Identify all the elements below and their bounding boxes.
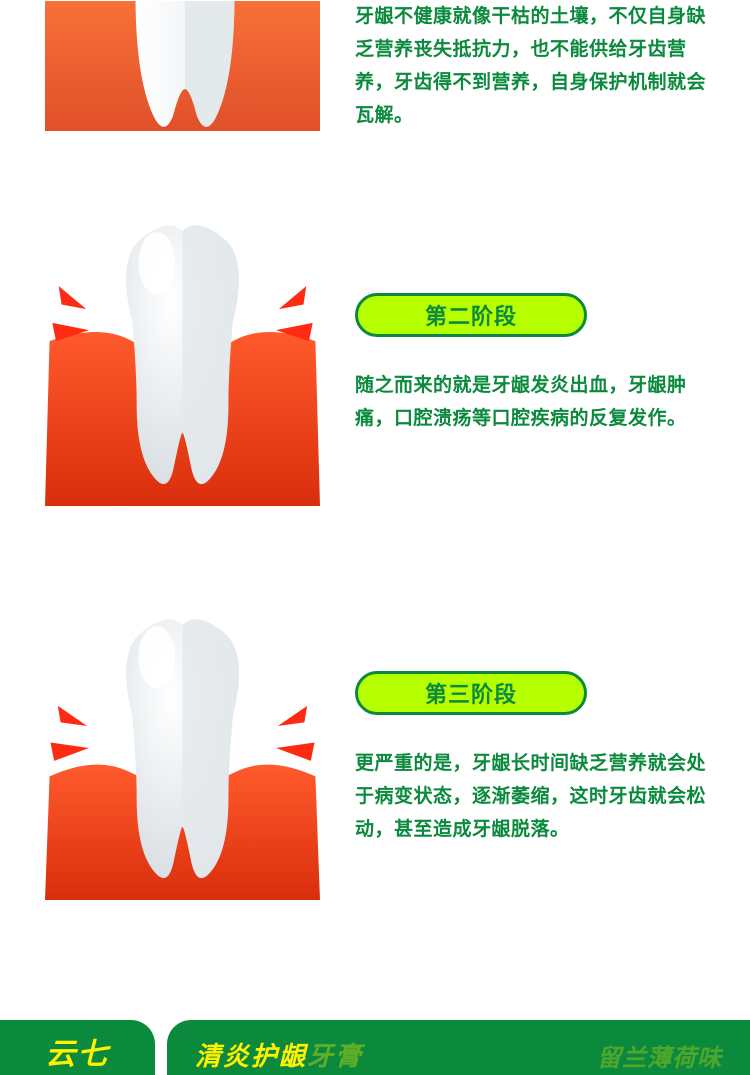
- stage-1-desc: 牙龈不健康就像干枯的土壤，不仅自身缺乏营养丧失抵抗力，也不能供给牙齿营养，牙齿得…: [355, 0, 710, 132]
- tooth-gum-1-icon: [45, 1, 320, 131]
- stage-3-image: [40, 616, 325, 900]
- stage-2-text: 第二阶段 随之而来的就是牙龈发炎出血，牙龈肿痛，口腔溃疡等口腔疾病的反复发作。: [355, 293, 710, 435]
- stage-1-image: [40, 1, 325, 131]
- stage-2: 第二阶段 随之而来的就是牙龈发炎出血，牙龈肿痛，口腔溃疡等口腔疾病的反复发作。: [0, 202, 750, 596]
- stage-3-text: 第三阶段 更严重的是，牙龈长时间缺乏营养就会处于病变状态，逐渐萎缩，这时牙齿就会…: [355, 671, 710, 846]
- stage-2-desc: 随之而来的就是牙龈发炎出血，牙龈肿痛，口腔溃疡等口腔疾病的反复发作。: [355, 369, 710, 435]
- stage-1: 牙龈不健康就像干枯的土壤，不仅自身缺乏营养丧失抵抗力，也不能供给牙齿营养，牙齿得…: [0, 0, 750, 202]
- stage-3-desc: 更严重的是，牙龈长时间缺乏营养就会处于病变状态，逐渐萎缩，这时牙齿就会松动，甚至…: [355, 747, 710, 846]
- footer-title: 清炎护龈牙膏: [195, 1036, 363, 1073]
- stage-3-badge-label: 第三阶段: [425, 677, 517, 709]
- stage-2-badge: 第二阶段: [355, 293, 587, 337]
- stage-2-badge-label: 第二阶段: [425, 299, 517, 331]
- footer-brand: 云七: [46, 1029, 110, 1073]
- tooth-gum-3-icon: [45, 616, 320, 900]
- footer-title-box: 清炎护龈牙膏 留兰薄荷味: [167, 1020, 750, 1075]
- footer-banner: 云七 清炎护龈牙膏 留兰薄荷味: [0, 1020, 750, 1075]
- footer-brand-box: 云七: [0, 1020, 155, 1075]
- footer-flavor: 留兰薄荷味: [597, 1038, 722, 1073]
- tooth-gum-2-icon: [45, 222, 320, 506]
- stage-3: 第三阶段 更严重的是，牙龈长时间缺乏营养就会处于病变状态，逐渐萎缩，这时牙齿就会…: [0, 596, 750, 990]
- stage-3-badge: 第三阶段: [355, 671, 587, 715]
- stage-1-text: 牙龈不健康就像干枯的土壤，不仅自身缺乏营养丧失抵抗力，也不能供给牙齿营养，牙齿得…: [355, 0, 710, 132]
- stage-2-image: [40, 222, 325, 506]
